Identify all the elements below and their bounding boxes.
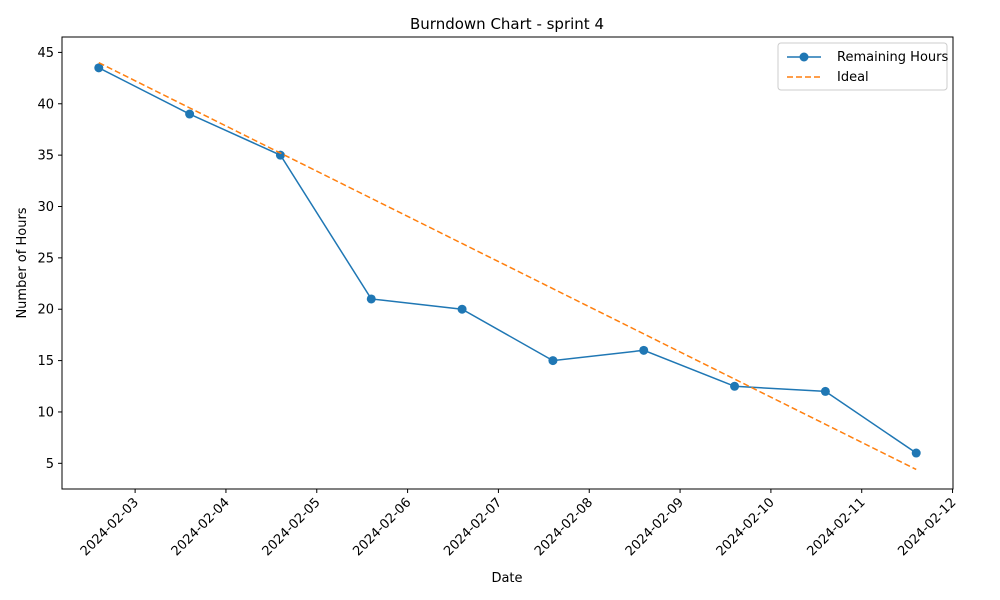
x-tick-label: 2024-02-03 [78,495,142,559]
y-tick-label: 5 [46,457,54,472]
y-tick-label: 15 [37,354,54,369]
legend-label-remaining: Remaining Hours [837,50,948,65]
y-axis: 5 10 15 20 25 30 35 40 45 [37,46,62,472]
y-tick-label: 40 [37,97,54,112]
chart-title: Burndown Chart - sprint 4 [410,15,604,33]
series-line-ideal [98,62,917,471]
data-point-remaining-hours [94,63,104,73]
data-point-remaining-hours [820,386,830,396]
y-tick-label: 25 [37,251,54,266]
x-tick-label: 2024-02-12 [895,495,959,559]
data-point-remaining-hours [639,345,649,355]
y-tick-label: 45 [37,46,54,61]
x-axis: 2024-02-03 2024-02-04 2024-02-05 2024-02-06… [78,489,959,559]
x-tick-label: 2024-02-07 [441,495,505,559]
x-tick-label: 2024-02-06 [350,495,414,559]
x-tick-label: 2024-02-11 [805,495,869,559]
data-point-remaining-hours [548,356,558,366]
data-point-remaining-hours [366,294,376,304]
y-tick-label: 20 [37,303,54,318]
data-point-remaining-hours [911,448,921,458]
x-tick-label: 2024-02-10 [714,495,778,559]
legend-box [777,42,948,91]
series-line-remaining-hours [98,67,917,454]
y-tick-label: 30 [37,200,54,215]
plot-area [61,36,954,490]
x-tick-label: 2024-02-08 [532,495,596,559]
y-tick-label: 35 [37,149,54,164]
legend-marker-remaining [799,52,809,62]
y-axis-label: Number of Hours [15,207,30,318]
legend: Remaining Hours Ideal [777,42,948,91]
data-point-remaining-hours [275,150,285,160]
legend-label-ideal: Ideal [837,70,869,85]
x-axis-label: Date [491,571,522,586]
x-tick-label: 2024-02-04 [169,495,233,559]
y-tick-label: 10 [37,405,54,420]
data-point-remaining-hours [185,109,195,119]
data-point-remaining-hours [730,381,740,391]
data-point-remaining-hours [457,304,467,314]
series-layer [94,62,921,471]
x-tick-label: 2024-02-09 [623,495,687,559]
x-tick-label: 2024-02-05 [260,495,324,559]
